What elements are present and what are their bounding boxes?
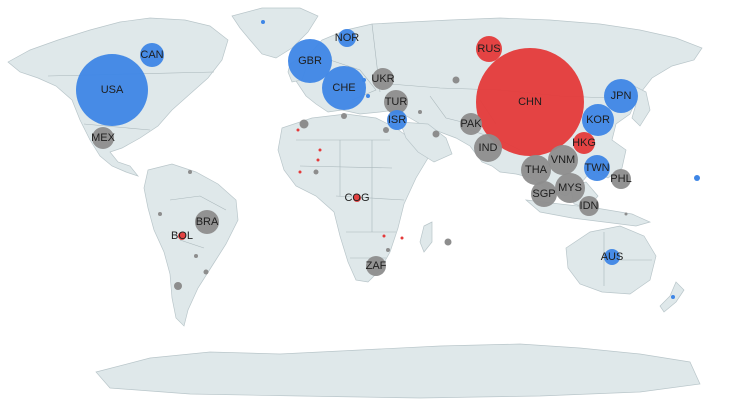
bubble-label-tha: THA [525,164,548,176]
bubble-che [322,66,366,110]
small-marker [694,175,700,181]
bubble-label-phl: PHL [610,173,631,185]
bubble-label-che: CHE [332,82,355,94]
bubble-twn [584,155,610,181]
landmass-south-america [143,163,239,327]
bubble-mys [555,173,585,203]
bubble-label-ukr: UKR [371,73,394,85]
bubble-label-jpn: JPN [611,90,632,102]
bubble-label-bol: BOL [171,230,193,242]
bubble-label-twn: TWN [584,162,609,174]
small-marker [452,76,460,84]
small-marker [318,148,322,152]
bubble-gbr [288,39,332,83]
bubble-phl [611,169,631,189]
bubble-label-cog: COG [344,192,369,204]
bubble-mex [92,127,114,149]
bubble-label-idn: IDN [580,200,599,212]
bubble-label-gbr: GBR [298,55,322,67]
small-marker [400,236,404,240]
bubble-ukr [372,68,394,90]
border-brazil [169,195,227,249]
small-marker [194,254,198,258]
small-marker [671,295,675,299]
bubble-bol [178,232,186,240]
bubble-label-mys: MYS [558,182,582,194]
small-marker [261,20,265,24]
small-marker [624,212,628,216]
small-marker [366,94,370,98]
bubble-label-aus: AUS [601,251,624,263]
bubble-kor [582,104,614,136]
bubble-label-chn: CHN [518,96,542,108]
small-marker [203,269,209,275]
bubble-label-sgp: SGP [532,188,555,200]
landmass-madagascar [419,221,433,253]
bubble-tha [521,155,551,185]
bubble-nor [338,29,356,47]
bubble-label-pak: PAK [460,118,482,130]
bubble-sgp [531,181,557,207]
small-marker [382,234,386,238]
small-markers [158,20,700,299]
bubble-isr [387,110,407,130]
bubble-label-kor: KOR [586,114,610,126]
bubble-label-ind: IND [479,142,498,154]
bubble-tur [384,90,408,114]
bubble-zaf [366,256,386,276]
bubble-cog [353,194,361,202]
bubble-pak [460,113,482,135]
landmass-arabia [399,121,453,163]
small-marker [313,169,319,175]
small-marker [298,170,302,174]
small-marker [174,282,182,290]
bubble-jpn [604,79,638,113]
bubble-label-hkg: HKG [572,137,596,149]
small-marker [383,127,389,133]
bubble-label-can: CAN [140,49,163,61]
bubble-label-zaf: ZAF [366,260,387,272]
small-marker [341,113,347,119]
bubble-rus [476,36,502,62]
bubble-label-rus: RUS [477,43,500,55]
small-marker [158,212,162,216]
bubble-bra [195,210,219,234]
border-africa [296,139,405,259]
small-marker [316,158,320,162]
bubble-label-nor: NOR [335,32,360,44]
bubble-label-usa: USA [101,84,124,96]
bubble-ind [474,134,502,162]
small-marker [296,128,300,132]
bubble-idn [579,196,599,216]
bubble-hkg [573,132,595,154]
small-marker [188,170,192,174]
border-us-mexico [83,123,151,131]
bubble-vnm [548,145,578,175]
bubble-label-tur: TUR [385,96,408,108]
bubble-label-isr: ISR [388,114,406,126]
bubble-chn [476,48,584,156]
small-marker [299,119,309,129]
bubble-can [140,43,164,67]
landmass-antarctica [95,343,701,399]
small-marker [418,110,422,114]
landmass-greenland [231,7,319,59]
small-marker [386,248,390,252]
small-marker [432,130,440,138]
bubble-label-vnm: VNM [551,154,575,166]
small-marker [444,238,452,246]
bubble-label-bra: BRA [196,216,219,228]
bubble-usa [76,54,148,126]
bubble-label-mex: MEX [91,132,116,144]
bubble-aus [604,249,620,265]
